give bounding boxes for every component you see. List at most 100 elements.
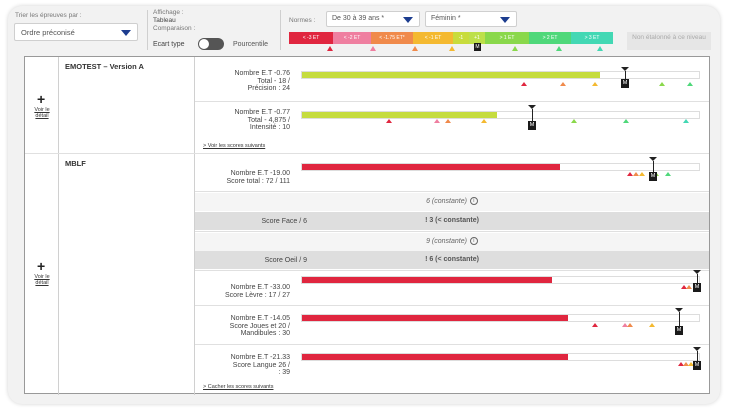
age-select[interactable]: De 30 à 39 ans * (326, 11, 420, 27)
threshold-marker-icon (687, 82, 693, 86)
scale-segment: > 1 ET (485, 32, 529, 44)
voir-scores-suivants-link[interactable]: > Voir les scores suivants (203, 143, 266, 149)
threshold-marker-icon (445, 119, 451, 123)
stat-line: Nombre E.T -21.33 (230, 354, 290, 361)
scale-segment: +1 (469, 32, 485, 44)
mean-marker-icon: M (474, 43, 481, 51)
scale-segment: < -1.75 ET* (371, 32, 413, 44)
stat-line: Nombre E.T -33.00 (230, 284, 290, 291)
norm-scale-legend: < -3 ET < -2 ET < -1.75 ET* < -1 ET -1 +1 > 1 … (289, 32, 613, 44)
compare-label: Comparaison : (153, 25, 196, 32)
stat-line: Précision : 24 (247, 85, 290, 92)
scale-marker-icon (370, 46, 376, 51)
face-constant-row: 6 (constante) i (195, 193, 709, 211)
threshold-marker-icon (623, 119, 629, 123)
constant-value: 6 (constante) (426, 198, 467, 205)
threshold-marker-icon (633, 172, 639, 176)
score-bar-fill (302, 277, 553, 283)
threshold-marker-icon (627, 323, 633, 327)
sex-value: Féminin * (431, 15, 461, 22)
face-score-label: Score Face / 6 (261, 218, 307, 225)
display-value: Tableau (153, 17, 176, 24)
info-icon[interactable]: i (469, 197, 478, 206)
threshold-marker-icon (683, 119, 689, 123)
constant-value: 9 (constante) (426, 238, 467, 245)
test-name: MBLF (65, 159, 86, 168)
compare-on-label: Pourcentile (233, 41, 269, 48)
stat-line: Nombre E.T -0.77 (234, 109, 290, 116)
cacher-scores-suivants-link[interactable]: > Cacher les scores suivants (203, 384, 274, 390)
display-options: Affichage : Tableau Comparaison : (153, 9, 195, 33)
threshold-marker-icon (665, 172, 671, 176)
stat-line: Nombre E.T -19.00 (230, 170, 290, 177)
stat-line: Nombre E.T -14.05 (230, 315, 290, 322)
chevron-down-icon (500, 17, 510, 23)
test-name: EMOTEST – Version A (65, 62, 144, 71)
scale-segment: > 3 ET (571, 32, 613, 44)
score-bar (301, 276, 700, 284)
score-bar (301, 163, 700, 171)
expand-plus-icon[interactable]: + (37, 258, 46, 274)
expand-plus-icon[interactable]: + (37, 91, 46, 107)
sort-label: Trier les épreuves par : (15, 12, 82, 19)
sort-value: Ordre préconisé (21, 28, 75, 37)
divider (195, 231, 709, 232)
scale-marker-icon (597, 46, 603, 51)
mean-marker-icon: M (649, 157, 658, 181)
stat-line: Score Lèvre : 17 / 27 (225, 291, 290, 299)
scale-segment: -1 (453, 32, 469, 44)
threshold-marker-icon (678, 362, 684, 366)
threshold-marker-icon (386, 119, 392, 123)
chevron-down-icon (403, 17, 413, 23)
score-stats: Nombre E.T -0.76 Total - 18 / Précision … (200, 70, 290, 93)
chevron-down-icon (121, 30, 131, 36)
app-frame: Trier les épreuves par : Ordre préconisé… (8, 6, 720, 404)
score-bar (301, 353, 700, 361)
score-bar-fill (302, 164, 561, 170)
stat-line: Intensité : 10 (249, 124, 290, 131)
display-label: Affichage : (153, 9, 184, 16)
threshold-marker-icon (481, 119, 487, 123)
threshold-marker-icon (649, 323, 655, 327)
sex-select[interactable]: Féminin * (425, 11, 517, 27)
score-stats: Nombre E.T -21.33 Score Langue 26 / : 39 (200, 354, 290, 377)
stat-line: Total - 18 / (257, 77, 290, 85)
divider (195, 101, 709, 102)
scale-segment: < -1 ET (413, 32, 453, 44)
voir-detail-link[interactable]: Voir le détail (34, 107, 50, 119)
score-bar (301, 314, 700, 322)
sort-select[interactable]: Ordre préconisé (14, 23, 138, 41)
threshold-marker-icon (681, 285, 687, 289)
score-stats: Nombre E.T -19.00 Score total : 72 / 111 (200, 170, 290, 185)
scale-segment: > 2 ET (529, 32, 571, 44)
stat-line: Score Langue 26 / (232, 361, 290, 369)
mean-marker-icon: M (528, 105, 537, 130)
mean-marker-icon: M (675, 308, 684, 335)
scale-marker-icon (449, 46, 455, 51)
threshold-marker-icon (592, 82, 598, 86)
norms-label: Normes : (289, 17, 316, 24)
score-bar (301, 71, 700, 79)
test-name-cell: EMOTEST – Version A (59, 57, 195, 153)
face-result-row: ! 3 (< constante) (195, 212, 709, 230)
scale-marker-icon (412, 46, 418, 51)
oeil-result-row: ! 6 (< constante) (195, 251, 709, 269)
scale-marker-icon (512, 46, 518, 51)
voir-detail-link[interactable]: Voir le détail (34, 274, 50, 286)
mean-marker-icon: M (693, 347, 702, 370)
non-etalonne-label: Non étalonné à ce niveau (627, 32, 711, 50)
threshold-marker-icon (639, 172, 645, 176)
score-bar-fill (302, 112, 497, 118)
score-bar (301, 111, 700, 119)
score-stats: Nombre E.T -0.77 Total - 4,875 / Intensi… (200, 109, 290, 132)
test-name-cell: MBLF (59, 154, 195, 395)
threshold-marker-icon (683, 362, 689, 366)
info-icon[interactable]: i (469, 237, 478, 246)
threshold-marker-icon (521, 82, 527, 86)
threshold-marker-icon (688, 362, 694, 366)
stat-line: : 39 (278, 369, 290, 376)
stat-line: Total - 4,875 / (247, 116, 290, 124)
compare-toggle[interactable] (198, 38, 224, 50)
score-bar-fill (302, 354, 568, 360)
threshold-marker-icon (592, 323, 598, 327)
